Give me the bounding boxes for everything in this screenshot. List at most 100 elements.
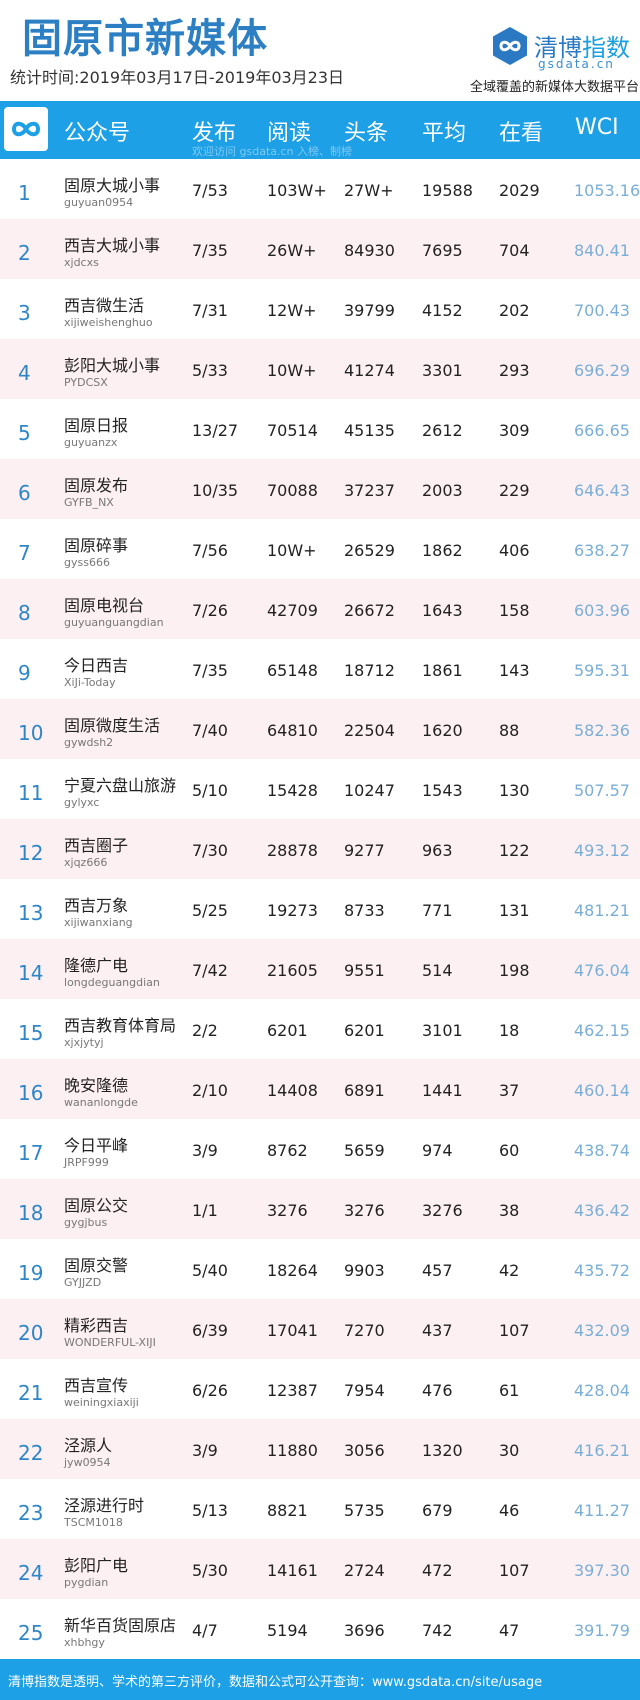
wci-cell: 428.04: [574, 1381, 630, 1400]
table-row: 10 固原微度生活 gywdsh2 7/40 64810 22504 1620 88 582.3…: [0, 699, 640, 759]
stat-period: 统计时间:2019年03月17日-2019年03月23日: [10, 68, 345, 87]
wci-cell: 595.31: [574, 661, 630, 680]
publish-cell: 7/56: [192, 541, 228, 560]
account-id: longdeguangdian: [64, 976, 160, 989]
watching-cell: 30: [499, 1441, 520, 1460]
publish-cell: 10/35: [192, 481, 239, 500]
watching-cell: 18: [499, 1021, 520, 1040]
rank-cell: 4: [18, 361, 31, 385]
table-row: 22 泾源人 jyw0954 3/9 11880 3056 1320 30 416.21: [0, 1419, 640, 1479]
headline-cell: 6201: [344, 1021, 385, 1040]
wci-cell: 481.21: [574, 901, 630, 920]
account-id: pygdian: [64, 1576, 109, 1589]
account-id: xijiweishenghuo: [64, 316, 153, 329]
watching-cell: 46: [499, 1501, 520, 1520]
rank-cell: 2: [18, 241, 31, 265]
watching-cell: 42: [499, 1261, 520, 1280]
account-name: 宁夏六盘山旅游: [64, 776, 177, 795]
account-name: 西吉大城小事: [64, 236, 161, 255]
table-row: 4 彭阳大城小事 PYDCSX 5/33 10W+ 41274 3301 293 696.29: [0, 339, 640, 399]
infinity-icon: [4, 107, 48, 151]
account-id: xijiwanxiang: [64, 916, 133, 929]
account-id: PYDCSX: [64, 376, 108, 389]
reads-cell: 8762: [267, 1141, 308, 1160]
reads-cell: 70088: [267, 481, 318, 500]
headline-cell: 9903: [344, 1261, 385, 1280]
wci-cell: 840.41: [574, 241, 630, 260]
account-name: 西吉宣传: [64, 1376, 129, 1395]
reads-cell: 5194: [267, 1621, 308, 1640]
rank-cell: 18: [18, 1201, 44, 1225]
column-header-reads: 阅读: [267, 121, 312, 146]
headline-cell: 6891: [344, 1081, 385, 1100]
reads-cell: 18264: [267, 1261, 318, 1280]
account-id: JRPF999: [64, 1156, 109, 1169]
wci-cell: 416.21: [574, 1441, 630, 1460]
publish-cell: 5/30: [192, 1561, 228, 1580]
account-name: 固原电视台: [64, 596, 145, 615]
headline-cell: 26672: [344, 601, 395, 620]
table-row: 9 今日西吉 XiJi-Today 7/35 65148 18712 1861 143 595.…: [0, 639, 640, 699]
wci-cell: 666.65: [574, 421, 630, 440]
table-row: 17 今日平峰 JRPF999 3/9 8762 5659 974 60 438.74: [0, 1119, 640, 1179]
wci-cell: 432.09: [574, 1321, 630, 1340]
wci-cell: 462.15: [574, 1021, 630, 1040]
reads-cell: 15428: [267, 781, 318, 800]
headline-cell: 3056: [344, 1441, 385, 1460]
account-name: 西吉圈子: [64, 836, 129, 855]
average-cell: 476: [422, 1381, 453, 1400]
table-row: 13 西吉万象 xijiwanxiang 5/25 19273 8733 771 131 481…: [0, 879, 640, 939]
publish-cell: 4/7: [192, 1621, 218, 1640]
publish-cell: 3/9: [192, 1441, 218, 1460]
reads-cell: 70514: [267, 421, 318, 440]
headline-cell: 10247: [344, 781, 395, 800]
wci-cell: 507.57: [574, 781, 630, 800]
table-row: 20 精彩西吉 WONDERFUL-XIJI 6/39 17041 7270 437 107 4…: [0, 1299, 640, 1359]
reads-cell: 65148: [267, 661, 318, 680]
reads-cell: 64810: [267, 721, 318, 740]
average-cell: 3101: [422, 1021, 463, 1040]
average-cell: 2612: [422, 421, 463, 440]
brand-name-main: 清博: [534, 34, 582, 62]
average-cell: 742: [422, 1621, 453, 1640]
reads-cell: 21605: [267, 961, 318, 980]
account-name: 西吉微生活: [64, 296, 145, 315]
account-name: 精彩西吉: [64, 1316, 129, 1335]
page-footer: 清博指数是透明、学术的第三方评价，数据和公式可公开查询：www.gsdata.c…: [0, 1659, 640, 1700]
watching-cell: 107: [499, 1321, 530, 1340]
publish-cell: 6/39: [192, 1321, 228, 1340]
account-id: guyuanzx: [64, 436, 118, 449]
reads-cell: 14408: [267, 1081, 318, 1100]
table-row: 14 隆德广电 longdeguangdian 7/42 21605 9551 514 198…: [0, 939, 640, 999]
average-cell: 4152: [422, 301, 463, 320]
publish-cell: 7/31: [192, 301, 228, 320]
watching-cell: 122: [499, 841, 530, 860]
watching-cell: 88: [499, 721, 520, 740]
table-row: 6 固原发布 GYFB_NX 10/35 70088 37237 2003 229 646.43: [0, 459, 640, 519]
publish-cell: 2/10: [192, 1081, 228, 1100]
table-row: 19 固原交警 GYJJZD 5/40 18264 9903 457 42 435.72: [0, 1239, 640, 1299]
headline-cell: 3276: [344, 1201, 385, 1220]
average-cell: 771: [422, 901, 453, 920]
headline-cell: 41274: [344, 361, 395, 380]
watching-cell: 198: [499, 961, 530, 980]
watermark: 欢迎访问 gsdata.cn 入榜、制榜: [192, 145, 352, 158]
average-cell: 3276: [422, 1201, 463, 1220]
headline-cell: 5735: [344, 1501, 385, 1520]
average-cell: 437: [422, 1321, 453, 1340]
reads-cell: 26W+: [267, 241, 317, 260]
average-cell: 514: [422, 961, 453, 980]
rank-cell: 15: [18, 1021, 44, 1045]
average-cell: 1320: [422, 1441, 463, 1460]
account-id: xjqz666: [64, 856, 108, 869]
rank-cell: 7: [18, 541, 31, 565]
brand-name: 清博指数: [534, 28, 630, 63]
account-id: weiningxiaxiji: [64, 1396, 139, 1409]
table-row: 23 泾源进行时 TSCM1018 5/13 8821 5735 679 46 411.27: [0, 1479, 640, 1539]
reads-cell: 28878: [267, 841, 318, 860]
reads-cell: 14161: [267, 1561, 318, 1580]
table-row: 2 西吉大城小事 xjdcxs 7/35 26W+ 84930 7695 704 840.41: [0, 219, 640, 279]
wci-cell: 638.27: [574, 541, 630, 560]
headline-cell: 9277: [344, 841, 385, 860]
publish-cell: 7/35: [192, 661, 228, 680]
